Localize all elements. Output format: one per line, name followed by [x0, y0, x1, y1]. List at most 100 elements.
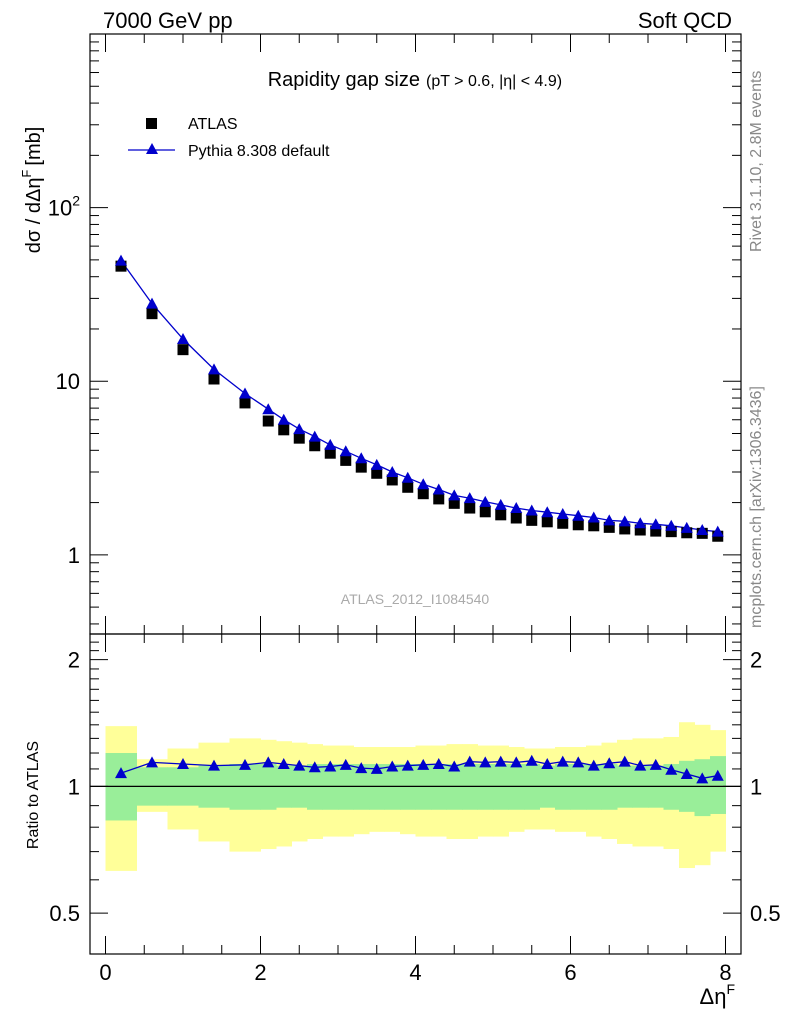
ratio-pythia-point — [463, 755, 476, 767]
atlas-point — [448, 497, 460, 509]
ratio-pythia-point — [618, 755, 631, 767]
ratio-pythia-point — [308, 761, 321, 773]
pythia-point — [432, 483, 445, 495]
pythia-point — [115, 254, 127, 266]
ratio-pythia-point — [696, 772, 709, 784]
pythia-point — [618, 515, 631, 527]
ratio-xtick-label: 8 — [719, 960, 731, 985]
pythia-point — [680, 521, 693, 533]
legend-label-pythia: Pythia 8.308 default — [188, 143, 330, 160]
ratio-pythia-point — [239, 758, 251, 770]
ratio-pythia-point — [293, 759, 306, 771]
ratio-pythia-point — [386, 760, 399, 772]
pythia-point — [494, 498, 507, 510]
pythia-point — [262, 403, 275, 415]
atlas-point — [417, 488, 429, 500]
main-ylabel-sup: F — [19, 170, 34, 178]
ratio-pythia-point — [115, 767, 127, 779]
ratio-pythia-point — [649, 758, 662, 770]
ratio-pythia-point — [510, 756, 523, 768]
atlas-point — [572, 519, 584, 531]
ratio-frame — [89, 633, 742, 955]
ratio-pythia-point — [339, 758, 352, 770]
atlas-point — [526, 514, 538, 526]
atlas-point — [634, 524, 646, 536]
ratio-pythia-point — [355, 762, 368, 774]
ratio-pythia-point — [401, 759, 414, 771]
pythia-point — [355, 452, 368, 464]
ratio-pythia-point — [711, 769, 724, 781]
atlas-point — [510, 512, 522, 524]
ratio-pythia-point — [177, 758, 189, 770]
ratio-ytick-label-right: 0.5 — [750, 901, 781, 926]
ratio-xtick-label: 0 — [99, 960, 111, 985]
main-ytick-label: 102 — [48, 193, 80, 221]
ratio-xlabel-text: Δη — [700, 984, 727, 1009]
legend-marker-pythia — [146, 143, 158, 154]
pythia-point — [711, 525, 724, 537]
pythia-point — [208, 363, 220, 375]
ratio-pythia-point — [603, 757, 616, 769]
pythia-point — [324, 438, 337, 450]
ratio-pythia-point — [525, 754, 538, 766]
ratio-ytick-label-right: 2 — [750, 648, 762, 673]
atlas-point — [324, 447, 336, 459]
ratio-pythia-point — [572, 756, 585, 768]
pythia-point — [649, 518, 662, 530]
atlas-point — [650, 525, 662, 537]
atlas-point — [177, 344, 189, 356]
main-subtitle: (pT > 0.6, |η| < 4.9) — [426, 73, 562, 90]
atlas-point — [665, 526, 677, 538]
ratio-pythia-point — [432, 758, 445, 770]
pythia-point — [177, 333, 189, 345]
main-legend: ATLAS Pythia 8.308 default — [128, 116, 330, 160]
main-ytick-label: 1 — [68, 543, 80, 568]
pythia-point — [239, 387, 251, 399]
ratio-ytick-label-left: 2 — [68, 648, 80, 673]
pythia-point — [463, 492, 476, 504]
atlas-point — [278, 424, 290, 436]
main-ytick-label: 10 — [56, 369, 80, 394]
ratio-pythia-point — [146, 756, 158, 768]
main-ytick-label-exp: 2 — [72, 193, 80, 209]
atlas-point — [239, 397, 251, 409]
atlas-point — [371, 467, 383, 479]
pythia-point — [293, 423, 306, 435]
ratio-series-layer — [115, 754, 724, 784]
ratio-pythia-point — [417, 758, 430, 770]
main-axis-ticks — [90, 33, 741, 634]
pythia-point — [556, 507, 569, 519]
legend-label-atlas: ATLAS — [188, 116, 238, 133]
pythia-point — [386, 466, 399, 478]
atlas-point — [402, 481, 414, 493]
pythia-point — [587, 511, 600, 523]
ratio-band-green — [694, 759, 711, 817]
atlas-point — [603, 521, 615, 533]
pythia-point — [696, 524, 709, 536]
main-title: Rapidity gap size — [268, 69, 420, 91]
header-left-label: 7000 GeV pp — [103, 8, 233, 33]
atlas-point — [146, 308, 158, 320]
ratio-pythia-point — [680, 767, 693, 779]
ratio-ytick-labels: 0.5 0.5 1 1 2 2 — [49, 648, 780, 927]
atlas-point — [115, 260, 127, 272]
ratio-pythia-point — [541, 758, 554, 770]
ratio-ylabel: Ratio to ATLAS — [25, 741, 42, 849]
ratio-pythia-point — [370, 762, 383, 774]
main-ylabel: dσ / dΔηF [mb] — [19, 127, 45, 254]
ratio-band-green — [710, 756, 726, 814]
atlas-point — [541, 516, 553, 528]
pythia-point — [572, 509, 585, 521]
ratio-pythia-point — [448, 760, 461, 772]
atlas-point — [464, 502, 476, 514]
ratio-pythia-point — [556, 755, 569, 767]
ratio-xlabel: ΔηF — [700, 981, 736, 1009]
atlas-point — [619, 523, 631, 535]
atlas-point — [557, 517, 569, 529]
pythia-point — [370, 458, 383, 470]
pythia-point — [417, 478, 430, 490]
ratio-pythia-point — [665, 763, 678, 775]
main-ytick-label-base: 10 — [56, 369, 80, 394]
header-right-label: Soft QCD — [638, 8, 732, 33]
